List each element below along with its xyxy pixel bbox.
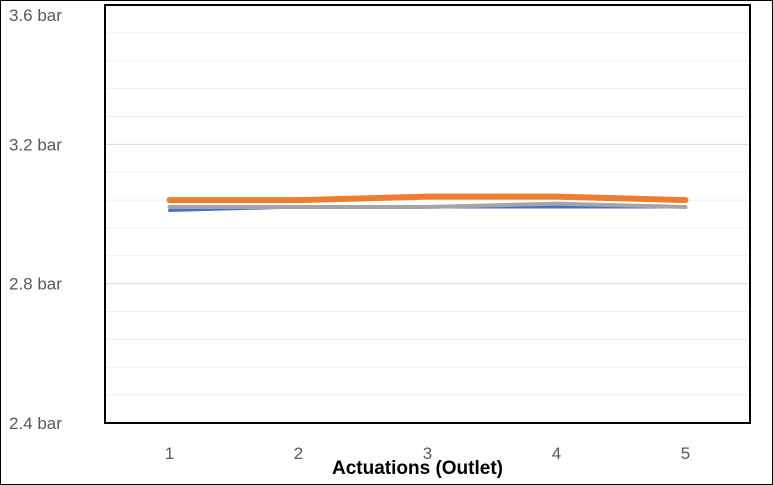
y-tick-label: 3.6 bar [9, 6, 62, 25]
y-tick-label: 2.8 bar [9, 275, 62, 294]
x-axis-ticks: 1 2 3 4 5 [165, 444, 690, 463]
x-tick-label: 3 [423, 444, 432, 463]
x-tick-label: 4 [552, 444, 561, 463]
x-axis-label: Actuations (Outlet) [332, 458, 503, 479]
plot-area [104, 4, 751, 424]
y-tick-label: 2.4 bar [9, 414, 62, 433]
x-tick-label: 2 [294, 444, 303, 463]
series-layer [166, 193, 689, 212]
x-tick-label: 5 [681, 444, 690, 463]
gridlines [105, 32, 750, 396]
y-tick-label: 3.2 bar [9, 135, 62, 154]
y-axis-ticks: 2.4 bar 2.8 bar 3.2 bar 3.6 bar [9, 6, 62, 433]
x-tick-label: 1 [165, 444, 174, 463]
series-line-3 [167, 201, 688, 209]
series-line-2 [166, 193, 689, 204]
